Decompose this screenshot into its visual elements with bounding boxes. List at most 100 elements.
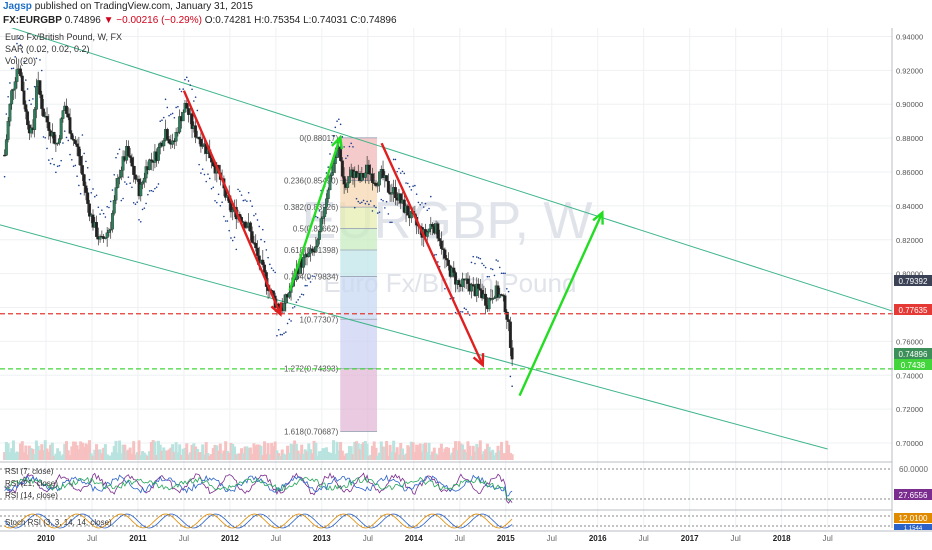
legend-rsi-21[interactable]: RSI (21, close) — [5, 479, 58, 488]
volume-bar — [38, 450, 42, 460]
sar-dot — [394, 158, 397, 161]
candle-body — [171, 140, 175, 145]
volume-bar — [87, 440, 91, 460]
fib-level-label[interactable]: 1(0.77307) — [300, 315, 339, 324]
horizontal-levels[interactable] — [0, 313, 932, 370]
legend-title[interactable]: Euro Fx/British Pound, W, FX — [5, 32, 122, 42]
candle-body — [261, 259, 265, 266]
volume-bar — [484, 449, 488, 460]
time-axis[interactable]: 2010 Jul 2011 Jul 2012 Jul 2013 Jul 2014 Jul 2015 J… — [37, 534, 833, 543]
green-arrow-shaft[interactable] — [288, 136, 342, 291]
volume-bar — [326, 451, 330, 460]
sar-dot — [477, 257, 480, 259]
volume-bar — [328, 452, 332, 460]
fib-level-label[interactable]: 0.236(0.85490) — [284, 177, 339, 186]
green-arrow-shaft[interactable] — [518, 212, 604, 397]
volume-bar — [73, 441, 77, 460]
volume-bar — [187, 454, 191, 460]
volume-bar — [462, 449, 466, 460]
candle-body — [243, 221, 247, 229]
candle-body — [148, 159, 152, 170]
fib-zone — [340, 319, 378, 369]
projection-arrows[interactable] — [182, 90, 604, 397]
green-arrow-head[interactable] — [592, 210, 604, 225]
trend-channel[interactable] — [0, 28, 893, 450]
red-arrow-shaft[interactable] — [380, 142, 484, 366]
volume-bar — [300, 444, 304, 460]
candle-body — [38, 80, 42, 95]
sar-dot — [63, 130, 66, 132]
sar-dot — [306, 284, 308, 287]
volume-bar — [378, 452, 382, 460]
volume-bar — [431, 451, 435, 460]
sar-dot — [346, 154, 349, 157]
volume-bar — [17, 452, 21, 460]
sar-dot — [131, 186, 133, 189]
fibonacci-extension[interactable]: 0(0.88017) 0.236(0.85490) 0.382(0.83926) 0.… — [284, 134, 378, 437]
fib-level-label[interactable]: 0(0.88017) — [300, 134, 339, 143]
candle-body — [132, 165, 136, 175]
candle-body — [26, 111, 30, 126]
volume-bar — [409, 441, 413, 460]
candle-body — [68, 117, 72, 134]
price-badge-level: 0.7438 — [894, 359, 932, 370]
volume-bar — [286, 445, 290, 460]
fib-level-label[interactable]: 1.618(0.70687) — [284, 427, 339, 436]
candle-body — [302, 257, 305, 268]
candle-body — [445, 258, 449, 261]
svg-text:0.74896: 0.74896 — [899, 350, 928, 359]
price-tick-label: 0.80000 — [896, 270, 923, 279]
price-chart[interactable]: EURGBP, W Euro Fx/British Pound 0(0.8801… — [0, 28, 932, 550]
volume-bar — [372, 441, 376, 460]
volume-bar — [40, 444, 44, 460]
fib-level-label[interactable]: 0.382(0.83926) — [284, 203, 339, 212]
legend-stoch-rsi[interactable]: Stoch RSI (3, 3, 14, 14, close) — [5, 518, 112, 527]
author-name[interactable]: Jagsp — [3, 1, 32, 12]
volume-bar — [158, 444, 162, 460]
volume-bar — [310, 453, 314, 460]
red-arrow-head[interactable] — [472, 353, 485, 368]
channel-upper-line[interactable] — [5, 28, 893, 312]
fib-level-label[interactable]: 0.764(0.79834) — [284, 272, 339, 281]
candle-body — [34, 86, 38, 110]
candle-body — [66, 113, 70, 118]
svg-text:27.6556: 27.6556 — [899, 491, 928, 500]
sar-dot — [265, 249, 268, 251]
stoch-line — [4, 513, 513, 529]
volume-bar — [50, 442, 54, 460]
price-tick-label: 0.86000 — [896, 168, 923, 177]
fib-level-label[interactable]: 0.5(0.82662) — [293, 225, 339, 234]
sar-dot — [316, 216, 319, 219]
volume-bar — [208, 455, 212, 460]
candle-body — [72, 139, 76, 141]
red-arrow-head[interactable] — [270, 302, 283, 317]
legend-rsi-14[interactable]: RSI (14, close) — [5, 491, 58, 500]
legend-sar[interactable]: SAR (0.02, 0.02, 0.2) — [5, 44, 90, 54]
sar-dot — [101, 209, 103, 211]
volume-bar — [438, 447, 442, 460]
volume-bar — [340, 450, 344, 460]
volume-bar — [333, 454, 337, 460]
candle-body — [256, 247, 259, 256]
channel-lower-line[interactable] — [0, 224, 828, 450]
candle-body — [503, 295, 507, 313]
legend-rsi-7[interactable]: RSI (7, close) — [5, 467, 54, 476]
volume-bar — [199, 452, 203, 460]
symbol-label[interactable]: FX:EURGBP — [3, 15, 62, 26]
volume-bar — [416, 445, 420, 460]
fib-level-label[interactable]: 1.272(0.74393) — [284, 365, 339, 374]
candle-body — [332, 163, 335, 173]
quote-line: FX:EURGBP 0.74896 ▼ −0.00216 (−0.29%) O:… — [3, 15, 397, 26]
price-tick-label: 0.70000 — [896, 439, 923, 448]
volume-bar — [374, 447, 378, 460]
sar-dot — [272, 269, 275, 272]
sar-dot — [170, 113, 172, 116]
price-tick-label: 0.76000 — [896, 337, 923, 346]
red-arrow-shaft[interactable] — [182, 90, 282, 315]
legend-volume[interactable]: Vol (20) — [5, 56, 36, 66]
candle-body — [144, 166, 148, 179]
volume-bar — [137, 440, 141, 460]
volume-bar — [195, 448, 199, 460]
green-arrow-head[interactable] — [331, 134, 344, 150]
sar-dot — [104, 216, 107, 218]
